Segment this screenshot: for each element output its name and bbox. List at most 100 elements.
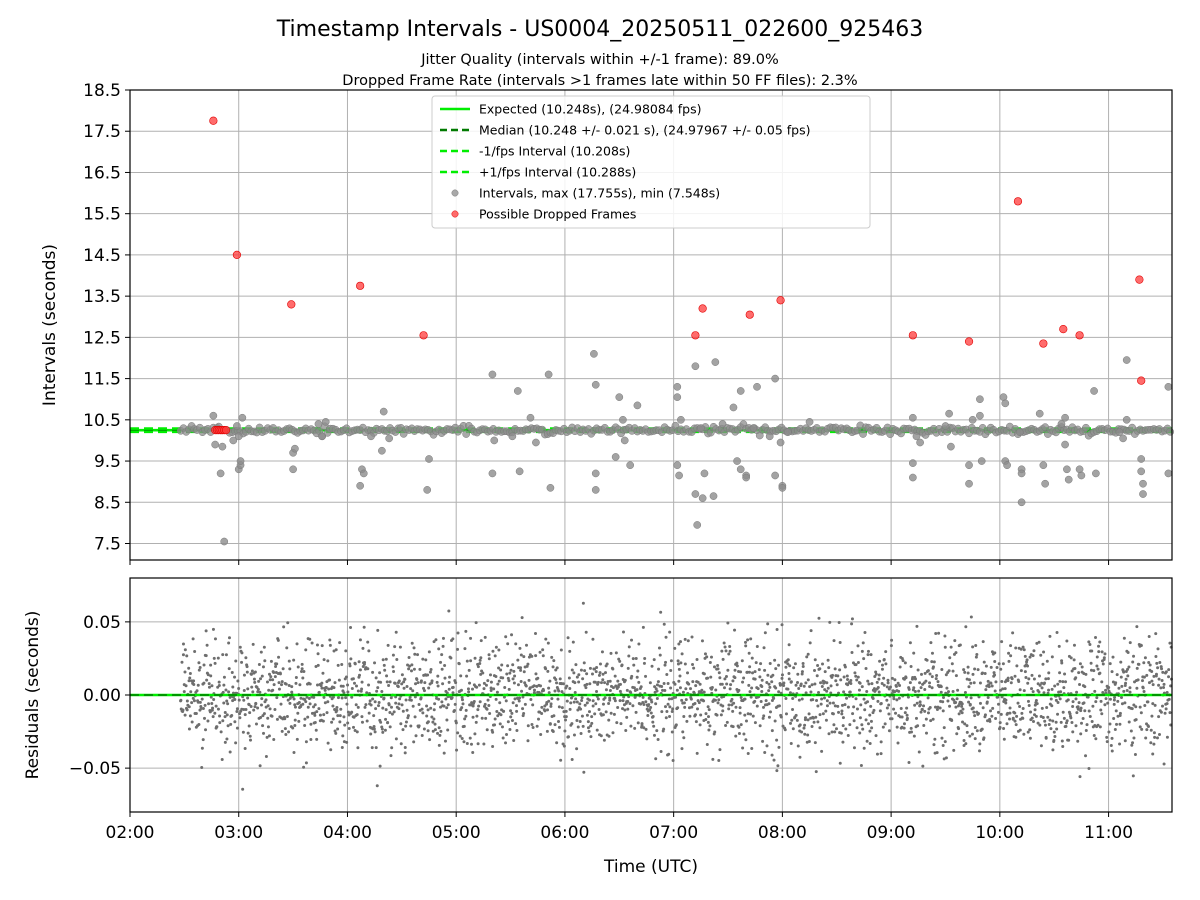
residual-point [961, 707, 965, 711]
residual-point [641, 695, 645, 699]
residual-point [690, 635, 694, 639]
residual-point [179, 698, 183, 702]
residual-point [418, 667, 422, 671]
residual-point [882, 683, 886, 687]
legend-box [431, 95, 871, 229]
residual-point [947, 690, 951, 694]
residual-point [1128, 641, 1132, 645]
residual-point [372, 724, 376, 728]
residual-point [338, 720, 342, 724]
residual-point [467, 668, 471, 672]
residual-point [956, 688, 960, 692]
residual-point [339, 707, 343, 711]
residual-point [964, 742, 968, 746]
residual-point [511, 663, 515, 667]
residual-point [210, 684, 214, 688]
residual-point [288, 696, 292, 700]
residual-point [734, 705, 738, 709]
residual-point [813, 668, 817, 672]
interval-point [234, 432, 243, 441]
interval-point [211, 440, 220, 449]
residual-point [608, 689, 612, 693]
x-tick-label: 09:00 [867, 823, 916, 843]
residual-point [555, 681, 559, 685]
residual-point [476, 665, 480, 669]
residual-point [382, 696, 386, 700]
residual-point [1125, 688, 1129, 692]
residual-point [601, 702, 605, 706]
residual-point [1131, 774, 1135, 778]
residual-point [269, 659, 273, 663]
residual-point [1030, 716, 1034, 720]
residual-point [426, 720, 430, 724]
residual-point [879, 752, 883, 756]
residual-point [948, 656, 952, 660]
residual-point [467, 690, 471, 694]
residual-point [693, 713, 697, 717]
residual-point [546, 669, 550, 673]
residual-point [615, 721, 619, 725]
residual-point [887, 729, 891, 733]
residual-point [1104, 697, 1108, 701]
residual-point [941, 695, 945, 699]
residual-point [1038, 723, 1042, 727]
residual-point [1057, 644, 1061, 648]
residual-point [519, 668, 523, 672]
residual-point [214, 704, 218, 708]
residual-point [626, 666, 630, 670]
residual-point [1070, 721, 1074, 725]
residual-point [846, 705, 850, 709]
interval-point [1001, 399, 1010, 408]
residual-point [898, 665, 902, 669]
residual-point [868, 713, 872, 717]
residual-point [511, 701, 515, 705]
residual-point [862, 697, 866, 701]
residual-point [1075, 711, 1079, 715]
residual-point [716, 664, 720, 668]
interval-point [700, 469, 709, 478]
residual-point [952, 698, 956, 702]
residual-point [619, 722, 623, 726]
dropped-frame-point [1039, 339, 1048, 348]
residual-point [786, 658, 790, 662]
residual-point [585, 701, 589, 705]
residual-point [259, 703, 263, 707]
residual-point [336, 714, 340, 718]
residual-point [308, 682, 312, 686]
interval-point [736, 387, 745, 395]
residual-point [499, 713, 503, 717]
residual-point [500, 725, 504, 729]
residual-point [306, 715, 310, 719]
residual-point [225, 713, 229, 717]
residual-point [969, 696, 973, 700]
residual-point [183, 648, 187, 652]
residual-point [554, 678, 558, 682]
dropped-frame-point [1059, 325, 1068, 334]
residual-point [609, 711, 613, 715]
residual-point [542, 688, 546, 692]
residual-point [534, 632, 538, 636]
residual-point [926, 711, 930, 715]
residual-point [999, 712, 1003, 716]
residual-point [772, 696, 776, 700]
residual-point [437, 647, 441, 651]
residual-point [818, 713, 822, 717]
residual-point [217, 683, 221, 687]
residual-point [969, 615, 973, 619]
residual-point [654, 702, 658, 706]
residual-point [576, 725, 580, 729]
residual-point [355, 684, 359, 688]
residual-point [513, 674, 517, 678]
residual-point [819, 681, 823, 685]
top-y-tick-label: 7.5 [94, 535, 121, 555]
residual-point [637, 680, 641, 684]
residual-point [621, 630, 625, 634]
residual-point [238, 645, 242, 649]
residual-point [323, 701, 327, 705]
residual-point [1150, 679, 1154, 683]
residual-point [1025, 658, 1029, 662]
residual-point [588, 682, 592, 686]
residual-point [860, 685, 864, 689]
residual-point [1161, 670, 1165, 674]
dropped-frame-point [1135, 275, 1144, 284]
